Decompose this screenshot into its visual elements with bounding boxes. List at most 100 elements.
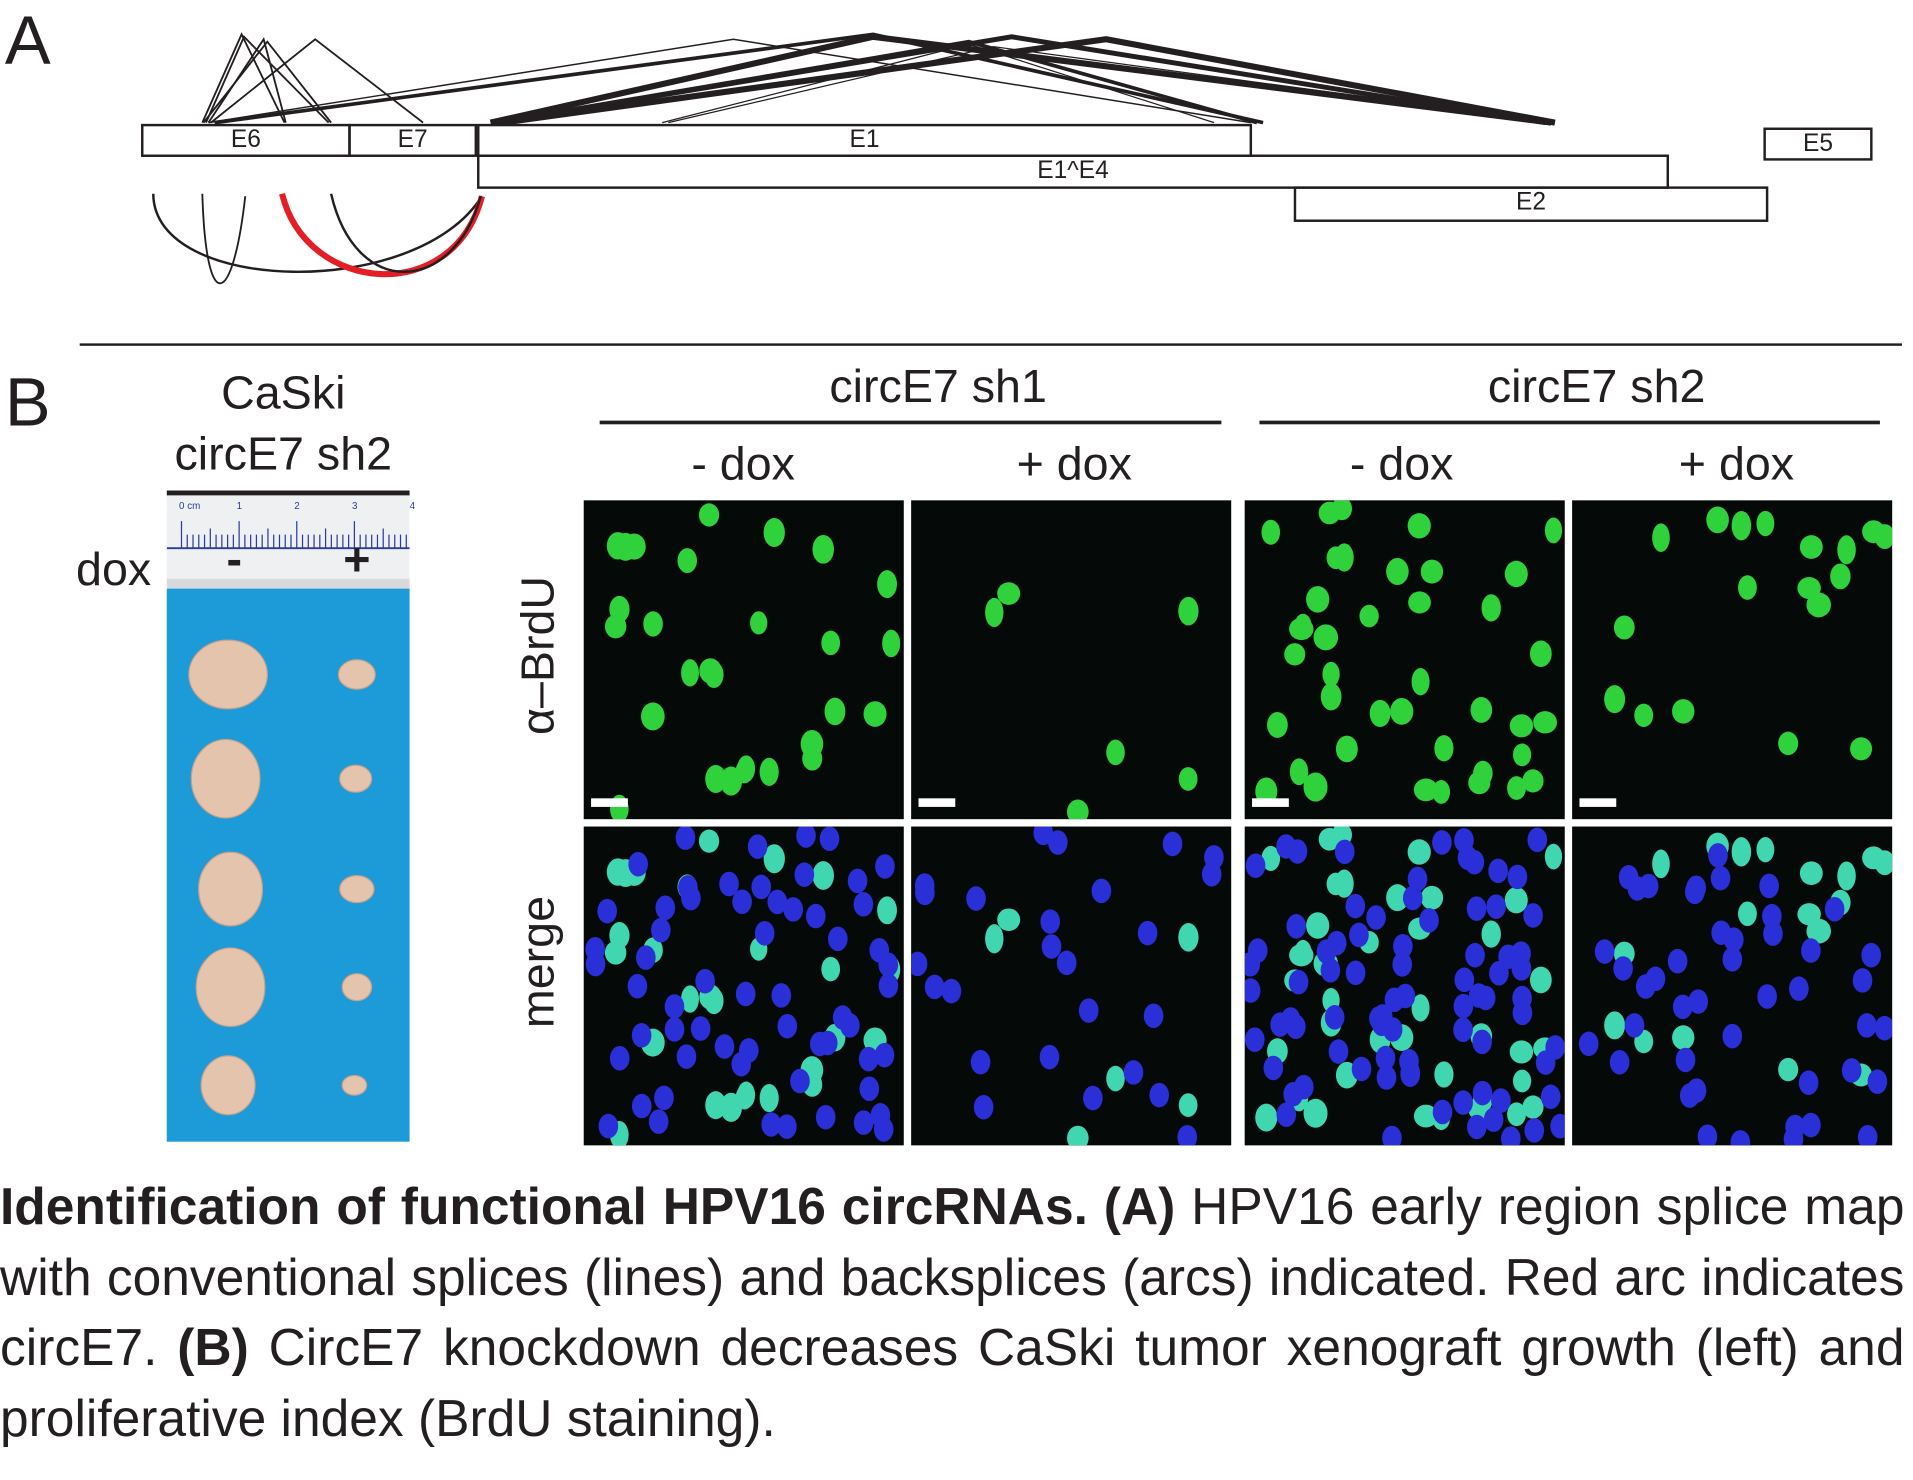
tumor — [339, 874, 375, 904]
nucleus — [681, 659, 699, 687]
nucleus — [877, 896, 897, 925]
nucleus-dapi — [1324, 1005, 1345, 1030]
nucleus-dapi — [1454, 967, 1475, 993]
nucleus — [1799, 535, 1823, 559]
nucleus — [1413, 1104, 1438, 1128]
nucleus-dapi — [675, 826, 696, 850]
nucleus-dapi — [1722, 947, 1743, 972]
nucleus-dapi — [1464, 849, 1485, 875]
brdu-micrograph — [911, 500, 1232, 820]
nucleus — [750, 611, 768, 635]
nucleus-dapi — [1149, 1082, 1170, 1108]
nucleus-dapi — [1276, 834, 1296, 859]
nucleus-dapi — [1507, 864, 1528, 890]
nucleus — [1326, 546, 1345, 570]
nucleus-dapi — [1578, 1031, 1599, 1057]
nucleus — [1652, 523, 1670, 552]
nucleus-dapi — [627, 973, 648, 999]
tumor — [195, 947, 266, 1028]
nucleus — [1797, 576, 1821, 600]
nucleus — [698, 829, 720, 853]
nucleus-dapi — [1453, 993, 1474, 1019]
nucleus-dapi — [1627, 876, 1648, 901]
nucleus — [1320, 682, 1342, 711]
group-rule-sh2 — [1259, 420, 1880, 425]
nucleus — [1313, 624, 1339, 651]
nucleus-dapi — [1594, 939, 1615, 964]
nucleus — [1178, 767, 1198, 791]
nucleus — [699, 658, 722, 684]
nucleus-dapi — [1501, 1126, 1521, 1146]
nucleus — [1850, 737, 1873, 761]
nucleus — [1411, 668, 1430, 696]
nucleus-dapi — [1399, 1048, 1419, 1074]
nucleus — [1738, 901, 1757, 927]
nucleus-dapi — [1286, 914, 1307, 939]
condition-sh2-plus: + dox — [1678, 439, 1795, 491]
nucleus — [1420, 559, 1444, 584]
nucleus — [1652, 849, 1670, 879]
nucleus-dapi — [1091, 878, 1112, 904]
nucleus-dapi — [1857, 1013, 1877, 1038]
nucleus-dapi — [1798, 1070, 1819, 1095]
nucleus-dapi — [631, 1023, 652, 1048]
nucleus-dapi — [1550, 1113, 1565, 1139]
nucleus-dapi — [1453, 1017, 1473, 1042]
nucleus-dapi — [1540, 1084, 1561, 1110]
nucleus — [1778, 1057, 1799, 1082]
nucleus — [1303, 1098, 1328, 1128]
ruler: 0 cm 1 2 3 4 — [166, 495, 415, 589]
nucleus — [1407, 839, 1431, 865]
group-rule-sh1 — [599, 420, 1222, 425]
nucleus — [1862, 520, 1885, 544]
nucleus — [1756, 510, 1775, 537]
nucleus-dapi — [970, 1049, 991, 1075]
nucleus — [609, 595, 630, 623]
tumor — [188, 639, 268, 710]
nucleus-dapi — [853, 1110, 874, 1135]
nucleus-dapi — [878, 952, 899, 978]
nucleus — [1386, 884, 1409, 912]
nucleus — [1306, 586, 1330, 613]
nucleus — [1326, 872, 1345, 896]
nucleus-dapi — [1432, 830, 1452, 855]
nucleus — [863, 701, 887, 727]
nucleus-dapi — [1244, 952, 1261, 977]
nucleus — [640, 702, 665, 731]
nucleus — [1322, 661, 1340, 687]
nucleus-dapi — [598, 1113, 619, 1139]
nucleus-dapi — [1039, 1044, 1060, 1070]
nucleus-dapi — [628, 851, 648, 877]
nucleus-dapi — [805, 903, 826, 929]
nucleus-dapi — [719, 871, 739, 897]
nucleus-dapi — [1244, 978, 1261, 1003]
nucleus-dapi — [859, 1076, 880, 1102]
brdu-micrograph — [583, 500, 904, 820]
nucleus-dapi — [873, 1117, 894, 1142]
ruler-ticks — [166, 521, 410, 589]
nucleus-dapi — [1345, 893, 1366, 919]
nucleus-dapi — [1453, 1090, 1473, 1115]
figure-caption: Identification of functional HPV16 circR… — [0, 1171, 1904, 1453]
nucleus-dapi — [1288, 969, 1309, 995]
nucleus — [1289, 758, 1309, 786]
nucleus-dapi — [1757, 984, 1777, 1009]
nucleus-dapi — [1465, 942, 1485, 968]
nucleus-dapi — [1402, 885, 1423, 911]
nucleus — [1369, 699, 1391, 728]
row-label-merge: merge — [513, 895, 565, 1029]
nucleus — [1604, 685, 1626, 714]
row-label-brdu: α–BrdU — [513, 575, 565, 735]
nucleus — [1507, 1102, 1526, 1127]
nucleus-dapi — [1454, 828, 1474, 853]
nucleus-dapi — [1123, 1060, 1144, 1085]
nucleus-dapi — [853, 892, 874, 917]
nucleus-dapi — [648, 1109, 669, 1134]
nucleus — [1672, 699, 1695, 724]
nucleus-dapi — [676, 1044, 697, 1069]
nucleus — [1066, 799, 1089, 820]
caption-a-text: HPV16 early region splice map with conve… — [0, 1177, 1905, 1376]
nucleus-dapi — [1483, 1107, 1504, 1132]
nucleus-dapi — [1675, 1047, 1696, 1073]
nucleus — [882, 629, 901, 658]
